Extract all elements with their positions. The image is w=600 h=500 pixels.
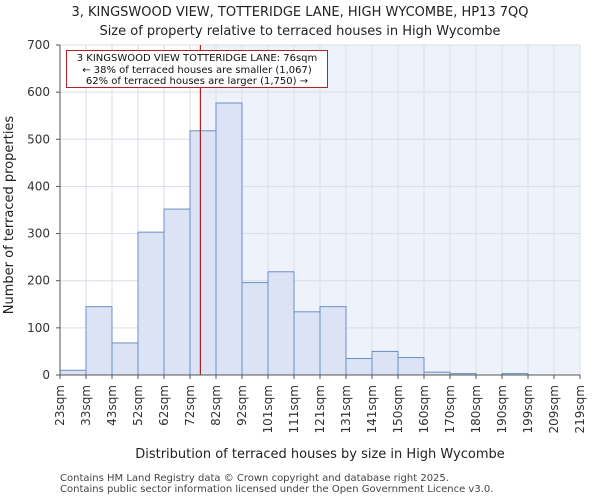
chart-title: 3, KINGSWOOD VIEW, TOTTERIDGE LANE, HIGH… xyxy=(0,3,600,41)
footer-line-1: Contains HM Land Registry data © Crown c… xyxy=(60,473,449,484)
y-axis-label: Number of terraced properties xyxy=(2,116,17,315)
x-tick-label: 131sqm xyxy=(339,385,353,433)
annotation-line-1: 3 KINGSWOOD VIEW TOTTERIDGE LANE: 76sqm xyxy=(76,53,318,64)
y-tick-label: 300 xyxy=(27,227,50,241)
x-tick-label: 23sqm xyxy=(53,385,67,426)
annotation-line-3: 62% of terraced houses are larger (1,750… xyxy=(85,76,309,87)
y-tick-label: 700 xyxy=(27,38,50,52)
x-tick-label: 62sqm xyxy=(157,385,171,426)
x-tick-label: 150sqm xyxy=(391,385,405,433)
y-tick-label: 500 xyxy=(27,132,50,146)
x-tick-label: 52sqm xyxy=(131,385,145,426)
title-line-2: Size of property relative to terraced ho… xyxy=(99,24,501,39)
bar-150sqm xyxy=(397,357,425,376)
y-tick-label: 400 xyxy=(27,179,50,193)
x-tick-label: 170sqm xyxy=(443,385,457,433)
footer-line-2: Contains public sector information licen… xyxy=(60,484,494,495)
annotation-box: 3 KINGSWOOD VIEW TOTTERIDGE LANE: 76sqm … xyxy=(66,50,328,88)
bar-23sqm xyxy=(59,369,87,376)
bar-43sqm xyxy=(111,342,139,376)
bar-92sqm xyxy=(241,282,269,376)
x-tick-label: 199sqm xyxy=(521,385,535,433)
bar-52sqm xyxy=(137,231,165,376)
footer: Contains HM Land Registry data © Crown c… xyxy=(60,473,493,495)
y-tick-label: 200 xyxy=(27,274,50,288)
annotation-line-2: ← 38% of terraced houses are smaller (1,… xyxy=(82,64,312,76)
bar-82sqm xyxy=(215,102,243,376)
x-tick-label: 141sqm xyxy=(365,385,379,433)
x-tick-label: 92sqm xyxy=(235,385,249,426)
bar-131sqm xyxy=(345,358,373,376)
x-tick-label: 190sqm xyxy=(495,385,509,433)
bar-72sqm xyxy=(189,130,217,376)
bar-33sqm xyxy=(85,306,113,376)
x-tick-label: 219sqm xyxy=(573,385,587,433)
y-tick-label: 0 xyxy=(42,368,50,382)
x-tick-label: 101sqm xyxy=(261,385,275,433)
bar-111sqm xyxy=(293,311,321,376)
x-tick-label: 82sqm xyxy=(209,385,223,426)
bar-62sqm xyxy=(163,208,191,376)
title-line-1: 3, KINGSWOOD VIEW, TOTTERIDGE LANE, HIGH… xyxy=(71,5,529,20)
x-tick-label: 72sqm xyxy=(183,385,197,426)
x-tick-label: 209sqm xyxy=(547,385,561,433)
x-tick-label: 180sqm xyxy=(469,385,483,433)
bar-121sqm xyxy=(319,306,347,376)
y-tick-label: 600 xyxy=(27,85,50,99)
x-tick-label: 160sqm xyxy=(417,385,431,433)
bar-101sqm xyxy=(267,271,295,376)
x-tick-label: 43sqm xyxy=(105,385,119,426)
y-axis: 0 100 200 300 400 500 600 700 xyxy=(27,38,61,382)
bar-141sqm xyxy=(371,350,399,376)
x-axis-label: Distribution of terraced houses by size … xyxy=(135,447,505,462)
x-tick-label: 111sqm xyxy=(287,385,301,433)
x-tick-label: 33sqm xyxy=(79,385,93,426)
x-tick-label: 121sqm xyxy=(313,385,327,433)
y-tick-label: 100 xyxy=(27,321,50,335)
x-axis: 23sqm 33sqm 43sqm 52sqm 62sqm 72sqm 82sqm 92sqm… xyxy=(53,374,587,433)
